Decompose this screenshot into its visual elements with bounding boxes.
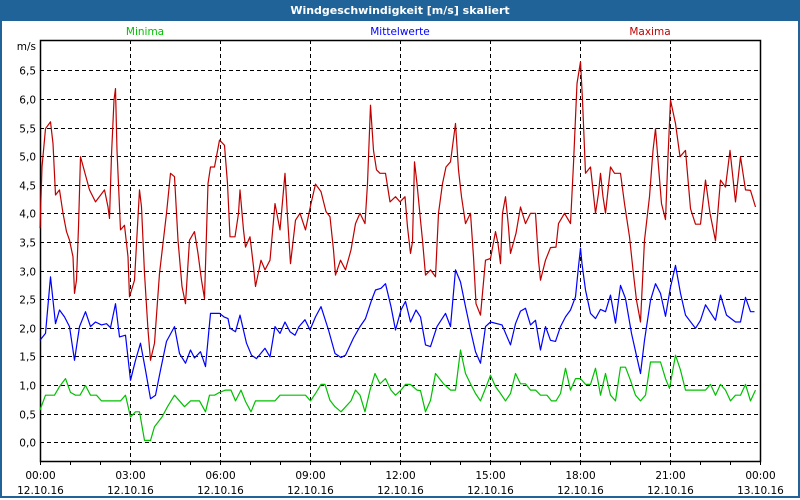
x-tick-date: 12.10.16 [377,485,424,497]
x-tick-time: 09:00 [295,470,325,482]
x-tick-date: 12.10.16 [557,485,604,497]
y-tick-label: 5,5 [19,124,36,136]
y-tick-label: 5,0 [19,152,36,164]
x-tick-time: 06:00 [205,470,235,482]
y-tick-label: 2,5 [19,295,36,307]
x-tick-date: 12.10.16 [17,485,64,497]
x-tick-time: 15:00 [475,470,505,482]
x-tick-time: 18:00 [565,470,595,482]
y-tick-label: 0,5 [19,410,36,422]
x-tick-date: 12.10.16 [107,485,154,497]
series-line-maxima [39,61,757,361]
y-tick-label: 2,0 [19,324,36,336]
plot-frame [39,39,762,463]
x-tick-date: 12.10.16 [197,485,244,497]
x-tick-time: 00:00 [25,470,55,482]
y-axis-unit: m/s [17,41,36,53]
y-tick-label: 4,0 [19,209,36,221]
x-tick-time: 12:00 [385,470,415,482]
chart-title: Windgeschwindigkeit [m/s] skaliert [0,0,800,21]
x-tick-time: 03:00 [115,470,145,482]
x-tick-date: 12.10.16 [467,485,514,497]
x-tick-date: 12.10.16 [287,485,334,497]
y-tick-label: 6,5 [19,66,36,78]
legend-minima: Minima [126,26,164,38]
x-tick-date: 12.10.16 [647,485,694,497]
y-tick-label: 6,0 [19,95,36,107]
y-tick-label: 3,0 [19,267,36,279]
y-tick-label: 1,5 [19,352,36,364]
series-line-mittelwerte [39,247,755,400]
y-tick-label: 0,0 [19,438,36,450]
x-tick-time: 00:00 [745,470,775,482]
y-tick-label: 1,0 [19,381,36,393]
y-tick-label: 3,5 [19,238,36,250]
y-tick-label: 4,5 [19,181,36,193]
series-line-minima [39,349,757,441]
x-tick-date: 13.10.16 [737,485,784,497]
legend-mittelwerte: Mittelwerte [370,26,430,38]
legend-maxima: Maxima [629,26,670,38]
x-tick-time: 21:00 [655,470,685,482]
